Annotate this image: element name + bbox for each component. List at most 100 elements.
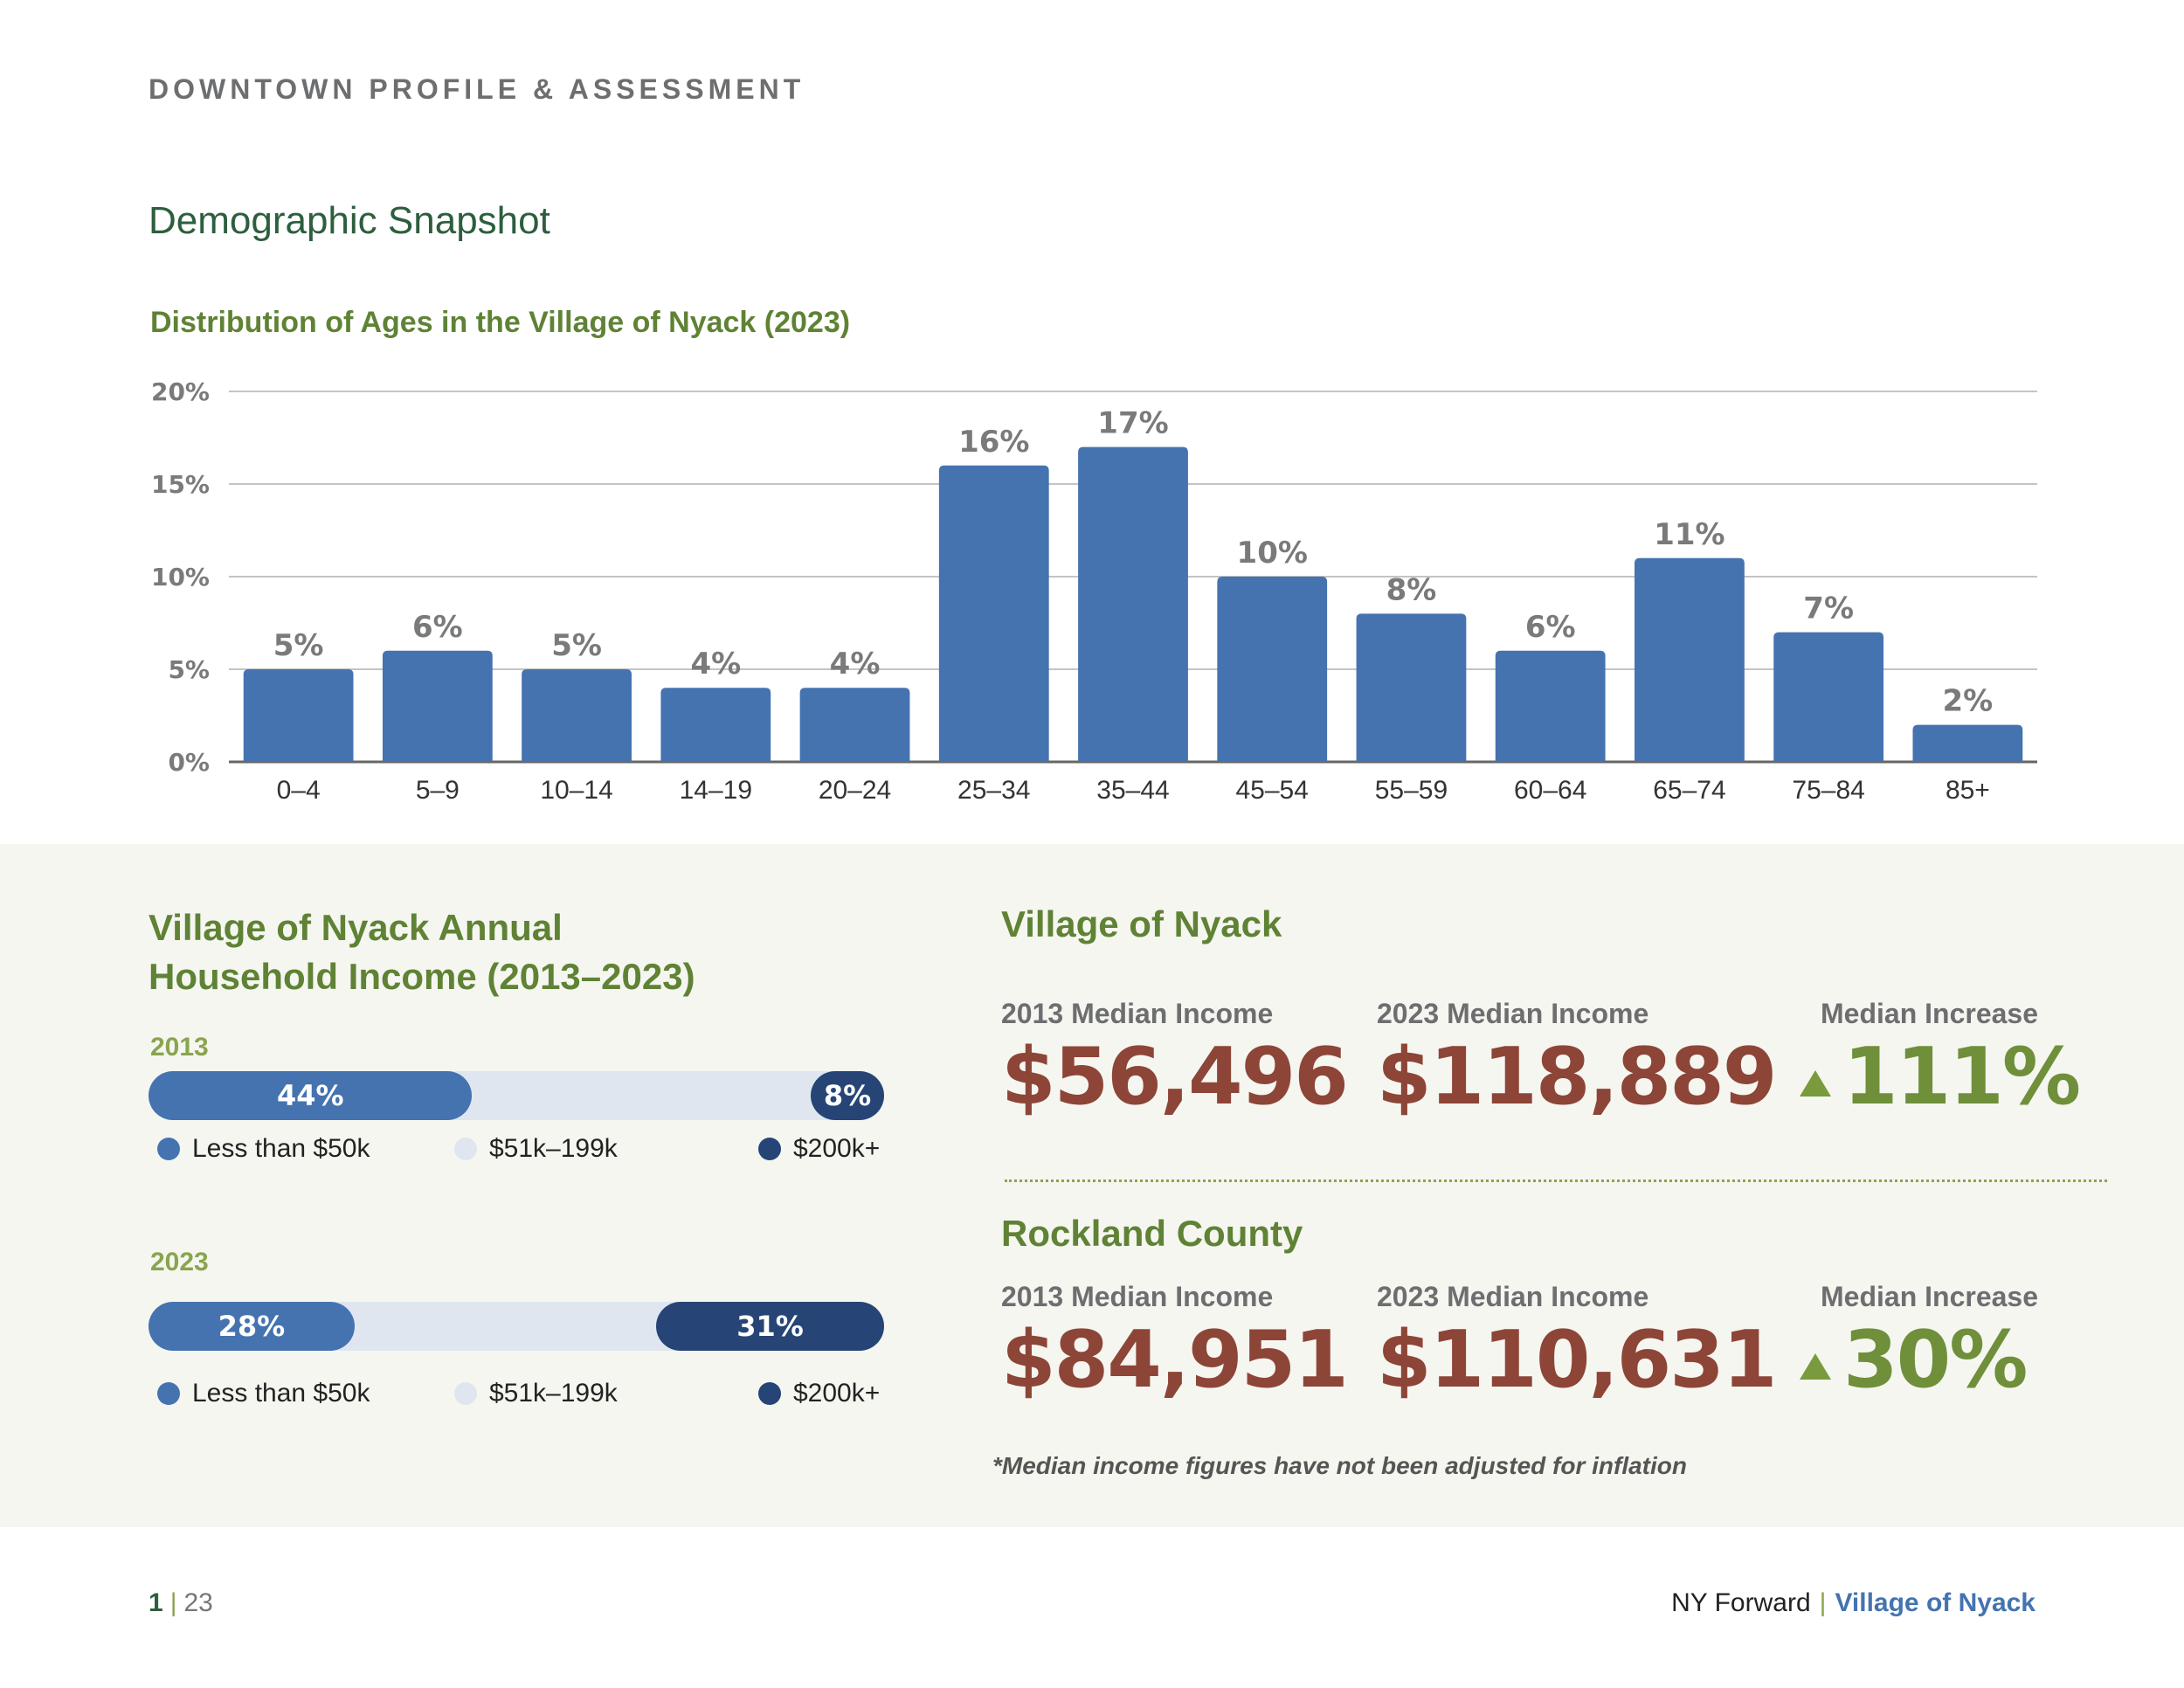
bar (522, 669, 632, 762)
x-tick-label: 25–34 (957, 776, 1030, 805)
x-tick-label: 35–44 (1096, 776, 1169, 805)
legend-label-mid: $51k–199k (489, 1134, 618, 1163)
y-tick-label: 0% (168, 748, 210, 777)
bar-data-label: 2% (1943, 684, 1994, 719)
bar-data-label: 7% (1803, 591, 1854, 626)
legend-dot-high (758, 1382, 781, 1405)
income-segment-high-2023: 31% (655, 1302, 884, 1351)
age-chart-title: Distribution of Ages in the Village of N… (150, 306, 851, 339)
bar (1635, 557, 1745, 762)
legend-item-low: Less than $50k (157, 1379, 370, 1408)
footer-village: Village of Nyack (1835, 1588, 2035, 1617)
page-number: 1 | 23 (149, 1588, 213, 1618)
age-distribution-chart: 0% 5% 10% 15% 20% 5% 6% 5% 4% 4% 16% 17% 10% 8% 6% 11%… (151, 377, 2037, 805)
income-panel (0, 844, 2184, 1527)
legend-label-mid: $51k–199k (489, 1379, 618, 1408)
income-chart-title: Village of Nyack Annual Household Income… (149, 903, 847, 1001)
chart-x-axis: 0–4 5–9 10–14 14–19 20–24 25–34 35–44 45–54 55–5… (277, 776, 1990, 805)
legend-item-mid: $51k–199k (454, 1134, 618, 1164)
bar-data-label: 16% (958, 425, 1029, 460)
inflation-footnote: *Median income figures have not been adj… (992, 1452, 1687, 1479)
x-tick-label: 10–14 (540, 776, 612, 805)
bar-data-label: 4% (830, 647, 881, 681)
bar-data-label: 8% (1386, 572, 1437, 607)
y-tick-label: 15% (151, 470, 210, 499)
bar-data-label: 5% (273, 628, 324, 663)
bar (243, 669, 354, 762)
year-label-2023: 2023 (150, 1248, 209, 1276)
income-bar-2023: 28% 31% (149, 1302, 884, 1351)
page-current: 1 (149, 1588, 163, 1617)
bar (1078, 446, 1188, 762)
income-segment-high-2013: 8% (811, 1071, 884, 1120)
rockland-2023-label: 2023 Median Income (1377, 1281, 1649, 1312)
legend-item-mid: $51k–199k (454, 1379, 618, 1408)
legend-label-low: Less than $50k (192, 1379, 370, 1408)
rockland-2013-label: 2013 Median Income (1001, 1281, 1274, 1312)
up-arrow-icon (1800, 1069, 1831, 1097)
income-segment-low-2023: 28% (149, 1302, 355, 1351)
bar-data-label: 6% (412, 610, 463, 645)
legend-dot-mid (454, 1138, 477, 1160)
rockland-2013-value: $84,951 (1001, 1314, 1349, 1406)
x-tick-label: 85+ (1946, 776, 1990, 805)
page-total: 23 (183, 1588, 213, 1617)
legend-dot-low (157, 1138, 180, 1160)
bar (1773, 632, 1884, 762)
x-tick-label: 75–84 (1792, 776, 1864, 805)
income-title-line1: Village of Nyack Annual (149, 907, 563, 948)
median-divider (1005, 1180, 2107, 1182)
footer-credit: NY Forward | Village of Nyack (1671, 1588, 2035, 1618)
x-tick-label: 60–64 (1514, 776, 1586, 805)
legend-label-low: Less than $50k (192, 1134, 370, 1163)
chart-bars: 5% 6% 5% 4% 4% 16% 17% 10% 8% 6% 11% 7% 2% (243, 406, 2023, 762)
rockland-2023-value: $110,631 (1377, 1314, 1778, 1406)
bar-data-label: 4% (690, 647, 741, 681)
bar (382, 650, 493, 762)
legend-dot-mid (454, 1382, 477, 1405)
income-legend-2013: Less than $50k $51k–199k $200k+ (149, 1134, 900, 1169)
nyack-increase-label: Median Increase (1821, 998, 2038, 1029)
section-title: Demographic Snapshot (149, 199, 550, 242)
nyack-increase-value: 111% (1843, 1031, 2081, 1123)
bar (799, 688, 910, 762)
bar (1217, 577, 1328, 762)
x-tick-label: 0–4 (277, 776, 321, 805)
chart-y-axis: 0% 5% 10% 15% 20% (151, 377, 210, 777)
nyack-2023-label: 2023 Median Income (1377, 998, 1649, 1029)
legend-item-low: Less than $50k (157, 1134, 370, 1164)
rockland-increase-value: 30% (1843, 1314, 2028, 1406)
footer-separator: | (1819, 1588, 1827, 1617)
nyack-increase: 111% (1800, 1031, 2081, 1123)
bar (1356, 613, 1467, 762)
bar-data-label: 5% (551, 628, 602, 663)
rockland-median-title: Rockland County (1001, 1213, 1303, 1254)
income-title-line2: Household Income (2013–2023) (149, 956, 695, 997)
x-tick-label: 65–74 (1653, 776, 1725, 805)
y-tick-label: 5% (168, 655, 210, 684)
bar-data-label: 6% (1525, 610, 1576, 645)
y-tick-label: 20% (151, 377, 210, 406)
legend-label-high: $200k+ (793, 1379, 881, 1408)
legend-dot-low (157, 1382, 180, 1405)
legend-dot-high (758, 1138, 781, 1160)
bar-data-label: 11% (1654, 517, 1724, 552)
bar (1495, 650, 1606, 762)
y-tick-label: 10% (151, 563, 210, 591)
bar (1912, 724, 2023, 762)
year-label-2013: 2013 (150, 1033, 209, 1062)
x-tick-label: 20–24 (819, 776, 891, 805)
income-segment-low-2013: 44% (149, 1071, 473, 1120)
nyack-2023-value: $118,889 (1377, 1031, 1778, 1123)
income-legend-2023: Less than $50k $51k–199k $200k+ (149, 1379, 900, 1414)
document-header-label: DOWNTOWN PROFILE & ASSESSMENT (149, 73, 805, 105)
x-tick-label: 5–9 (416, 776, 460, 805)
nyack-2013-label: 2013 Median Income (1001, 998, 1274, 1029)
bar (660, 688, 771, 762)
page-separator: | (169, 1588, 177, 1617)
nyack-2013-value: $56,496 (1001, 1031, 1349, 1123)
x-tick-label: 45–54 (1236, 776, 1309, 805)
x-tick-label: 55–59 (1375, 776, 1448, 805)
rockland-increase: 30% (1800, 1314, 2028, 1406)
footer-program: NY Forward (1671, 1588, 1811, 1617)
